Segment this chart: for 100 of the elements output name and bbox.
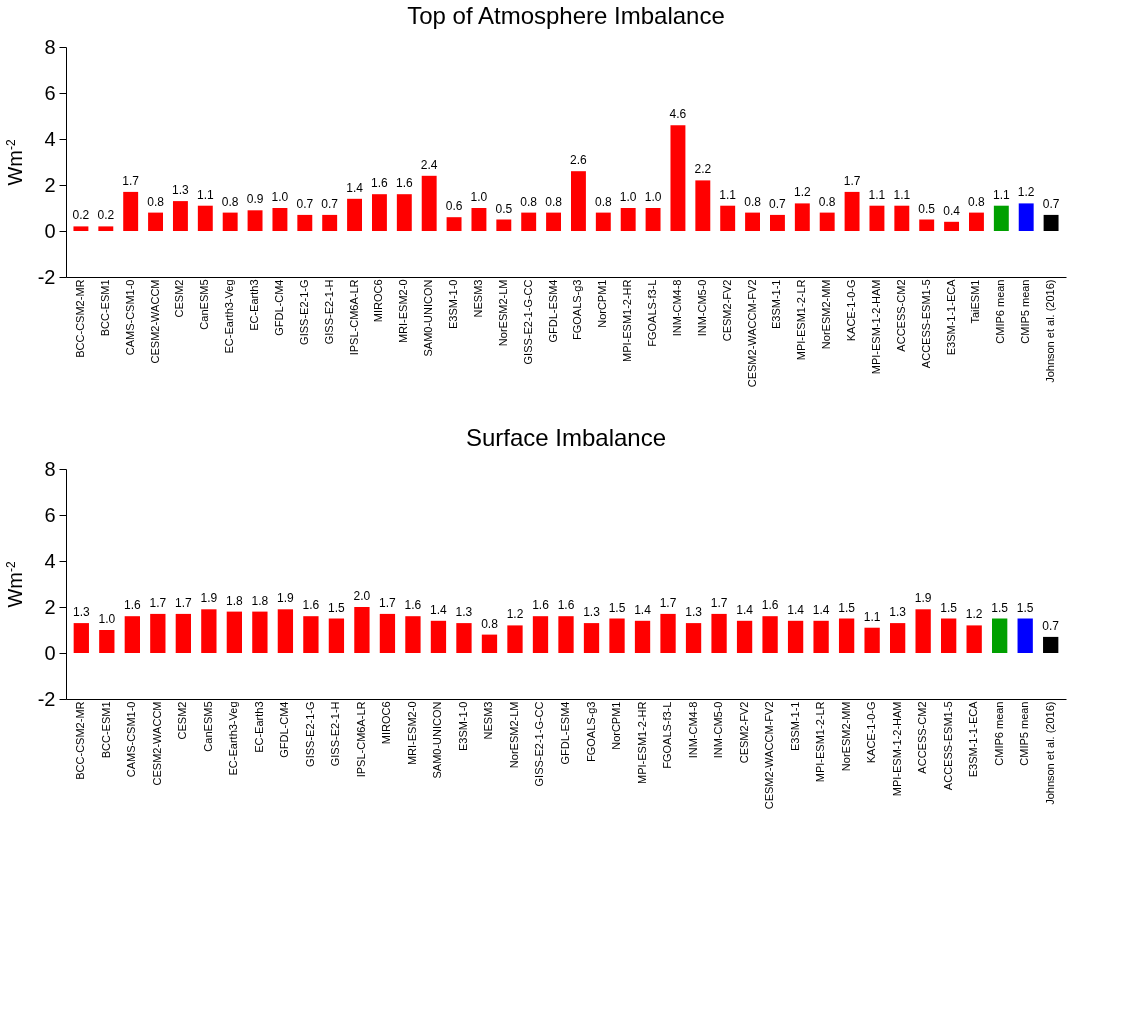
x-tick-label: NESM3: [482, 701, 495, 740]
bar: [583, 623, 600, 653]
x-tick-label: EC-Earth3-Veg: [223, 279, 236, 354]
data-label: 1.1: [719, 187, 737, 202]
y-tick-label: 0: [44, 219, 56, 242]
data-label: 1.3: [72, 605, 90, 620]
x-tick-label: CanESM5: [201, 701, 214, 752]
data-label: 0.4: [943, 203, 961, 218]
x-tick-label: NorESM2-MM: [820, 279, 833, 350]
x-tick-label: BCC-ESM1: [99, 701, 112, 759]
data-label: 1.6: [302, 598, 320, 613]
data-label: 0.6: [445, 199, 463, 214]
data-label: 0.5: [918, 201, 936, 216]
data-label: 1.3: [583, 605, 601, 620]
bar: [532, 616, 549, 653]
y-tick-label: 8: [44, 35, 56, 58]
x-tick-label: CESM2: [176, 701, 189, 740]
bar: [247, 210, 263, 231]
y-tick-label: 6: [44, 503, 56, 526]
data-label: 1.7: [149, 595, 167, 610]
x-tick-label: BCC-ESM1: [98, 279, 111, 337]
data-label: 1.9: [200, 591, 218, 606]
bar: [379, 613, 396, 653]
bar: [277, 609, 294, 653]
x-tick-label: GISS-E2-1-G: [303, 701, 316, 767]
data-label: 0.8: [594, 194, 612, 209]
data-label: 1.0: [98, 612, 116, 626]
x-tick-label: Johnson et al. (2016): [1043, 701, 1056, 805]
data-label: 1.9: [914, 591, 932, 606]
bar: [201, 609, 217, 653]
data-label: 1.5: [1016, 600, 1034, 615]
x-tick-label: GISS-E2-1-G-CC: [533, 701, 546, 787]
x-tick-label: INM-CM5-0: [712, 701, 725, 759]
bar: [371, 194, 387, 231]
data-label: 0.8: [481, 616, 499, 631]
data-label: 1.2: [506, 607, 524, 622]
data-label: 0.9: [246, 192, 264, 207]
bar: [73, 623, 89, 653]
bar: [685, 623, 702, 653]
x-tick-label: FGOALS-g3: [584, 701, 597, 763]
x-tick-label: ACCESS-ESM1-5: [941, 701, 954, 791]
data-label: 1.7: [379, 595, 397, 610]
x-tick-label: E3SM-1-0: [447, 279, 460, 330]
bar: [148, 212, 164, 231]
x-tick-label: E3SM-1-0: [456, 701, 469, 752]
bar: [430, 620, 447, 653]
data-label: 0.7: [321, 196, 339, 211]
x-tick-label: NorESM2-LM: [496, 279, 509, 347]
data-label: 1.3: [685, 605, 703, 620]
x-tick-label: CanESM5: [198, 279, 211, 330]
data-label: 0.8: [545, 194, 563, 209]
data-label: 1.4: [787, 602, 805, 617]
x-tick-label: GFDL-CM4: [272, 279, 285, 336]
bar: [496, 219, 512, 231]
bar: [222, 212, 238, 231]
x-tick-label: Johnson et al. (2016): [1044, 279, 1057, 383]
x-tick-label: NESM3: [471, 279, 484, 318]
data-label: 1.1: [196, 187, 214, 202]
data-label: 1.7: [175, 595, 193, 610]
bar: [869, 205, 885, 231]
data-label: 0.8: [968, 194, 986, 209]
data-label: 4.6: [669, 107, 687, 122]
x-tick-label: E3SM-1-1-ECA: [944, 278, 957, 356]
x-tick-label: GFDL-CM4: [278, 701, 291, 758]
bar: [73, 226, 89, 231]
bar: [813, 620, 829, 653]
bar: [172, 201, 188, 231]
bar: [919, 219, 935, 231]
data-label: 1.3: [455, 605, 473, 620]
bar: [558, 616, 574, 653]
data-label: 0.8: [818, 194, 836, 209]
x-tick-label: MRI-ESM2-0: [397, 279, 410, 344]
bar: [819, 212, 835, 231]
bar: [620, 208, 636, 231]
bar: [769, 214, 785, 231]
bar: [456, 623, 472, 653]
data-label: 1.9: [277, 591, 295, 606]
data-label: 0.2: [72, 208, 90, 223]
bar: [98, 226, 114, 231]
x-tick-label: CMIP5 mean: [1018, 701, 1031, 766]
x-tick-label: CAMS-CSM1-0: [123, 279, 136, 356]
x-tick-label: FGOALS-g3: [571, 279, 584, 341]
y-tick-label: 2: [44, 173, 56, 196]
bar: [660, 613, 676, 653]
bar: [150, 613, 166, 653]
x-tick-label: GISS-E2-1-G: [297, 279, 310, 345]
bar: [838, 618, 855, 653]
data-label: 1.5: [608, 600, 626, 615]
x-tick-label: CESM2-WACCM-FV2: [763, 701, 776, 810]
data-label: 1.4: [634, 602, 652, 617]
bar: [915, 609, 931, 653]
x-tick-label: KACE-1-0-G: [845, 279, 858, 342]
x-tick-label: CESM2: [173, 279, 186, 318]
x-tick-label: CESM2-WACCM: [150, 701, 163, 786]
x-tick-label: MIROC6: [380, 701, 393, 745]
bar: [272, 208, 288, 231]
x-tick-label: ACCESS-CM2: [894, 279, 907, 352]
data-label: 1.4: [736, 602, 754, 617]
data-label: 1.0: [470, 190, 488, 204]
data-label: 0.2: [97, 208, 115, 223]
